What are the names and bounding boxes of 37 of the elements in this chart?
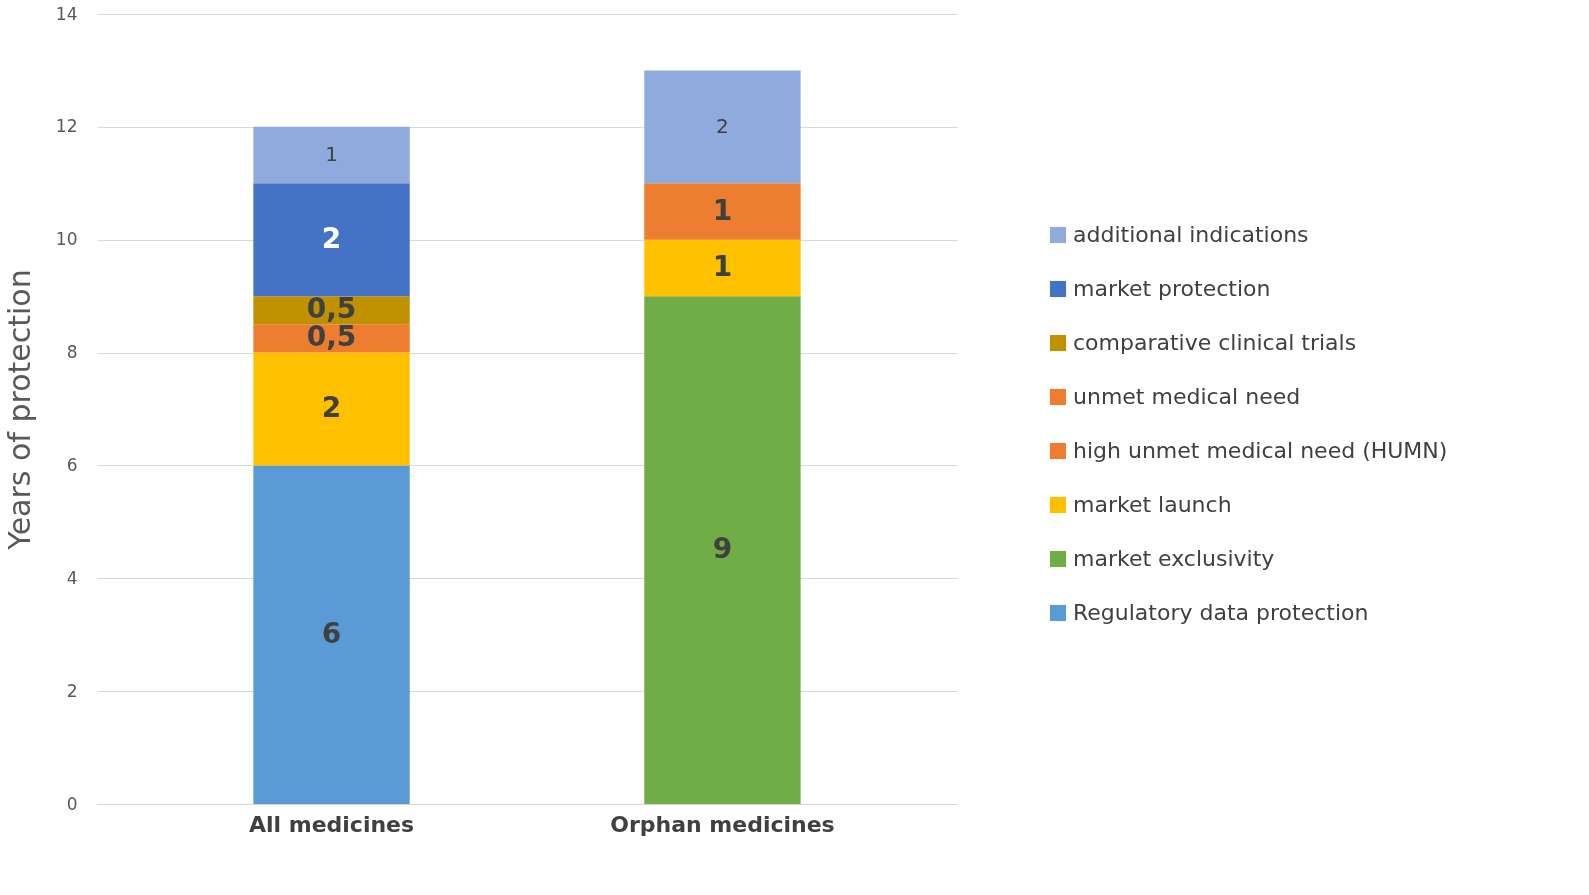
bar — [253, 465, 410, 804]
data-label: 2 — [321, 221, 342, 255]
bar — [253, 324, 410, 353]
legend-label: Regulatory data protection — [1073, 600, 1369, 625]
y-axis-title: Years of protection — [1, 269, 37, 551]
legend-label: additional indications — [1073, 222, 1309, 247]
bar — [644, 296, 801, 804]
data-label: 6 — [321, 616, 342, 650]
y-tick-label: 12 — [55, 116, 78, 137]
bar — [644, 239, 801, 297]
y-tick-label: 4 — [66, 567, 78, 588]
bar — [253, 352, 410, 466]
data-label: 2 — [716, 113, 729, 138]
bar — [644, 70, 801, 184]
legend-label: high unmet medical need (HUMN) — [1073, 438, 1448, 463]
legend-label: market exclusivity — [1073, 546, 1275, 571]
y-tick-label: 10 — [55, 229, 78, 250]
y-tick-label: 14 — [55, 3, 78, 24]
legend-label: market launch — [1073, 492, 1232, 517]
data-label: 0,5 — [306, 292, 357, 326]
legend-label: comparative clinical trials — [1073, 330, 1357, 355]
bar — [253, 126, 410, 184]
data-label: 1 — [325, 142, 338, 167]
bar — [644, 183, 801, 240]
bar — [253, 183, 410, 297]
x-tick-label: Orphan medicines — [610, 811, 835, 837]
y-tick-label: 8 — [66, 342, 78, 363]
data-label: 9 — [712, 532, 733, 566]
x-tick-label: All medicines — [248, 811, 415, 837]
data-label: 1 — [712, 193, 733, 227]
y-tick-label: 0 — [66, 793, 78, 814]
legend-label: market protection — [1073, 276, 1271, 301]
y-tick-label: 2 — [66, 680, 78, 701]
y-tick-label: 6 — [66, 454, 78, 475]
data-label: 2 — [321, 391, 342, 424]
legend-label: unmet medical need — [1073, 384, 1301, 409]
data-label: 1 — [712, 249, 733, 283]
